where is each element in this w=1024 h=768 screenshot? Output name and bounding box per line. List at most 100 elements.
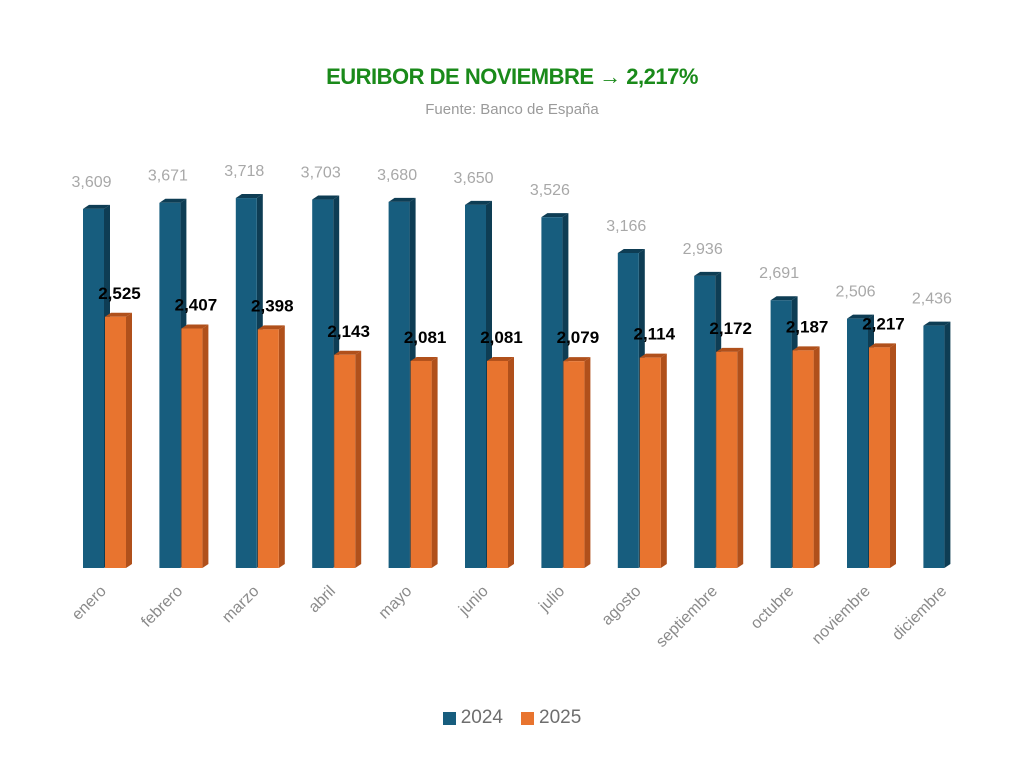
x-tick-label-mayo: mayo	[376, 583, 416, 623]
legend-label-2025: 2025	[539, 707, 582, 728]
bar-top-2024-abril	[312, 195, 340, 200]
data-label-2024-marzo: 3,718	[224, 163, 264, 180]
bar-2025-febrero	[181, 328, 203, 568]
data-label-2024-agosto: 3,166	[606, 218, 646, 235]
bar-2024-julio	[541, 217, 563, 568]
bar-2024-junio	[465, 204, 486, 568]
data-label-2024-diciembre: 2,436	[912, 291, 952, 308]
bar-2024-septiembre	[694, 275, 716, 568]
bar-2024-diciembre	[923, 325, 945, 568]
bar-2025-junio	[487, 360, 508, 568]
bar-top-2025-agosto	[639, 353, 667, 358]
bar-top-2024-junio	[465, 200, 492, 205]
bar-2025-julio	[563, 361, 585, 568]
bar-2024-noviembre	[847, 318, 868, 568]
x-tick-label-junio: junio	[455, 583, 492, 620]
data-label-2025-marzo: 2,398	[251, 296, 294, 315]
bar-top-2025-julio	[563, 357, 591, 362]
data-label-2024-julio: 3,526	[530, 182, 570, 199]
data-label-2025-julio: 2,079	[557, 328, 600, 347]
data-label-2024-septiembre: 2,936	[683, 241, 723, 258]
data-label-2024-enero: 3,609	[71, 174, 111, 191]
bar-side-2025-mayo	[431, 356, 438, 568]
x-tick-label-septiembre: septiembre	[653, 583, 721, 651]
bar-2024-febrero	[159, 202, 181, 568]
data-label-2025-mayo: 2,081	[404, 328, 447, 347]
bar-side-2025-julio	[584, 357, 591, 568]
legend-label-2024: 2024	[460, 707, 503, 728]
data-label-2024-febrero: 3,671	[148, 168, 188, 185]
legend-item-2024: 2024	[442, 707, 503, 729]
bar-2024-abril	[312, 199, 334, 568]
bar-top-2025-abril	[334, 350, 362, 355]
data-label-2025-enero: 2,525	[98, 284, 141, 303]
data-label-2025-octubre: 2,187	[786, 317, 829, 336]
data-label-2024-abril: 3,703	[301, 165, 341, 182]
bar-2024-enero	[83, 208, 104, 569]
data-label-2025-junio: 2,081	[480, 328, 523, 347]
bar-2025-enero	[105, 316, 126, 568]
data-label-2025-agosto: 2,114	[633, 325, 675, 344]
chart-title: EURIBOR DE NOVIEMBRE → 2,217%	[326, 64, 698, 89]
bar-2024-octubre	[770, 300, 792, 568]
bar-top-2025-febrero	[181, 324, 209, 329]
x-tick-label-abril: abril	[306, 583, 339, 616]
data-label-2024-octubre: 2,691	[759, 265, 799, 282]
bar-top-2024-febrero	[159, 198, 187, 203]
x-tick-label-febrero: febrero	[138, 583, 186, 631]
bar-side-2025-septiembre	[737, 347, 744, 568]
bar-2025-octubre	[792, 350, 814, 568]
bar-2025-marzo	[257, 329, 279, 568]
bar-side-2025-enero	[126, 312, 132, 568]
chart-subtitle: Fuente: Banco de España	[425, 101, 599, 118]
bar-top-2024-noviembre	[847, 314, 874, 319]
bar-top-2024-diciembre	[923, 321, 951, 326]
bar-top-2025-noviembre	[869, 343, 896, 348]
legend-item-2025: 2025	[521, 707, 581, 729]
bar-side-2025-noviembre	[890, 343, 896, 568]
data-label-2025-noviembre: 2,217	[862, 314, 905, 333]
legend-swatch-2024	[442, 711, 456, 725]
bar-top-2025-marzo	[257, 325, 285, 330]
data-label-2025-septiembre: 2,172	[709, 319, 752, 338]
bar-side-2025-agosto	[660, 353, 667, 568]
x-tick-label-agosto: agosto	[599, 583, 645, 629]
bar-side-2025-abril	[355, 350, 362, 568]
data-label-2025-abril: 2,143	[327, 322, 370, 341]
data-label-2024-noviembre: 2,506	[835, 284, 875, 301]
bar-top-2024-septiembre	[694, 271, 722, 276]
bar-top-2024-octubre	[770, 296, 798, 301]
bar-top-2024-mayo	[388, 197, 416, 202]
bar-top-2024-agosto	[617, 248, 645, 253]
bar-2024-mayo	[388, 201, 410, 568]
bar-top-2025-enero	[105, 312, 132, 317]
x-tick-label-diciembre: diciembre	[889, 583, 950, 644]
bar-top-2025-septiembre	[716, 347, 744, 352]
bar-top-2024-julio	[541, 213, 569, 218]
bar-2025-mayo	[410, 360, 432, 568]
legend-swatch-2025	[521, 711, 534, 725]
x-tick-label-enero: enero	[69, 583, 110, 624]
bar-top-2024-marzo	[235, 194, 263, 199]
bar-2025-agosto	[639, 357, 661, 568]
bar-2025-noviembre	[869, 347, 890, 568]
x-tick-label-noviembre: noviembre	[809, 583, 874, 648]
bar-side-2025-marzo	[278, 325, 285, 568]
x-tick-label-octubre: octubre	[748, 583, 798, 633]
bar-top-2025-junio	[487, 356, 514, 361]
bar-2024-agosto	[617, 252, 639, 568]
bar-2025-abril	[334, 354, 356, 568]
data-label-2024-mayo: 3,680	[377, 167, 417, 184]
bar-top-2024-enero	[83, 204, 110, 209]
bar-top-2025-mayo	[410, 356, 438, 361]
bar-side-2025-febrero	[202, 324, 209, 568]
bar-side-2025-junio	[508, 356, 514, 568]
bar-2025-septiembre	[716, 351, 738, 568]
bar-2024-marzo	[235, 198, 257, 568]
x-tick-label-julio: julio	[535, 583, 568, 616]
data-label-2024-junio: 3,650	[453, 170, 493, 187]
bar-side-2024-diciembre	[944, 321, 951, 568]
bar-top-2025-octubre	[792, 346, 820, 351]
data-label-2025-febrero: 2,407	[175, 296, 218, 315]
